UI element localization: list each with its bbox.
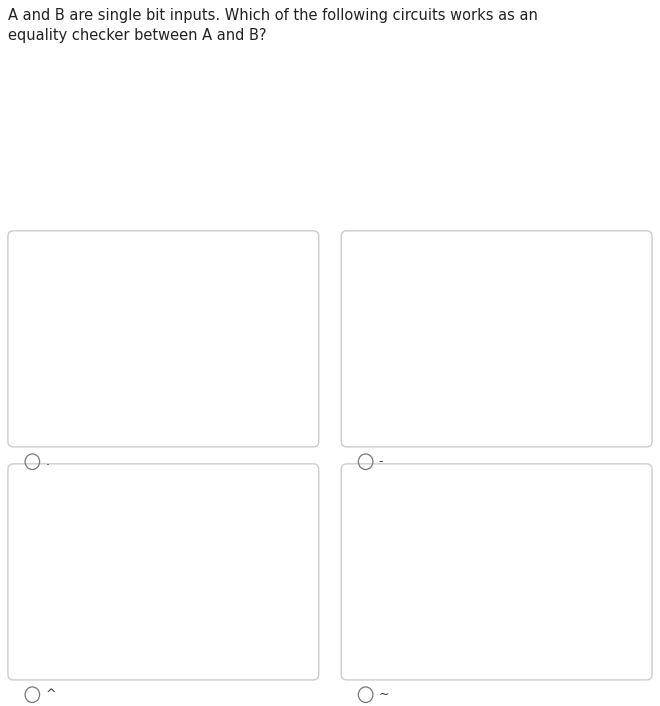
Circle shape [32,550,36,554]
Polygon shape [445,371,488,399]
Polygon shape [447,548,486,578]
Circle shape [32,573,36,576]
Polygon shape [172,326,211,388]
Text: output: output [574,586,599,594]
Text: output: output [246,353,271,361]
Circle shape [152,328,157,333]
Text: A: A [24,547,30,556]
Polygon shape [397,548,436,578]
Circle shape [436,561,440,566]
Circle shape [367,317,370,320]
Text: B: B [358,337,363,346]
Circle shape [372,573,376,576]
Text: B: B [24,570,30,579]
Circle shape [102,328,107,333]
Text: equality checker between A and B?: equality checker between A and B? [8,28,267,43]
Polygon shape [64,548,102,578]
Circle shape [562,355,567,359]
Text: output: output [258,586,284,594]
Circle shape [39,573,42,576]
Polygon shape [505,326,562,388]
Circle shape [486,561,490,566]
Circle shape [211,355,216,359]
Circle shape [488,616,493,620]
Circle shape [34,317,37,320]
Circle shape [32,340,36,343]
Text: ~: ~ [379,688,389,701]
Circle shape [34,550,37,553]
Polygon shape [445,604,488,632]
Text: B: B [358,570,363,579]
Circle shape [365,550,369,554]
Circle shape [152,561,157,566]
Text: A: A [24,314,30,323]
Polygon shape [112,371,154,399]
Circle shape [32,317,36,321]
Circle shape [365,317,369,321]
Circle shape [102,561,107,566]
Circle shape [39,340,42,343]
Text: -: - [379,455,383,468]
Polygon shape [505,559,544,621]
Circle shape [365,573,369,576]
Text: B: B [24,337,30,346]
Circle shape [154,383,160,387]
Circle shape [486,328,490,333]
Circle shape [488,383,493,387]
Text: output: output [597,353,622,361]
Polygon shape [114,315,152,345]
Text: A and B are single bit inputs. Which of the following circuits works as an: A and B are single bit inputs. Which of … [8,8,538,23]
Text: .: . [46,455,50,468]
Text: A: A [358,314,363,323]
Polygon shape [114,548,152,578]
Circle shape [436,328,440,333]
Polygon shape [397,315,436,345]
Circle shape [365,340,369,343]
Circle shape [154,616,160,620]
Polygon shape [64,315,102,345]
Polygon shape [172,559,228,621]
Text: A: A [358,547,363,556]
Circle shape [367,550,370,553]
Polygon shape [447,315,486,345]
Text: ^: ^ [46,688,56,701]
Polygon shape [112,604,154,632]
Circle shape [372,340,376,343]
